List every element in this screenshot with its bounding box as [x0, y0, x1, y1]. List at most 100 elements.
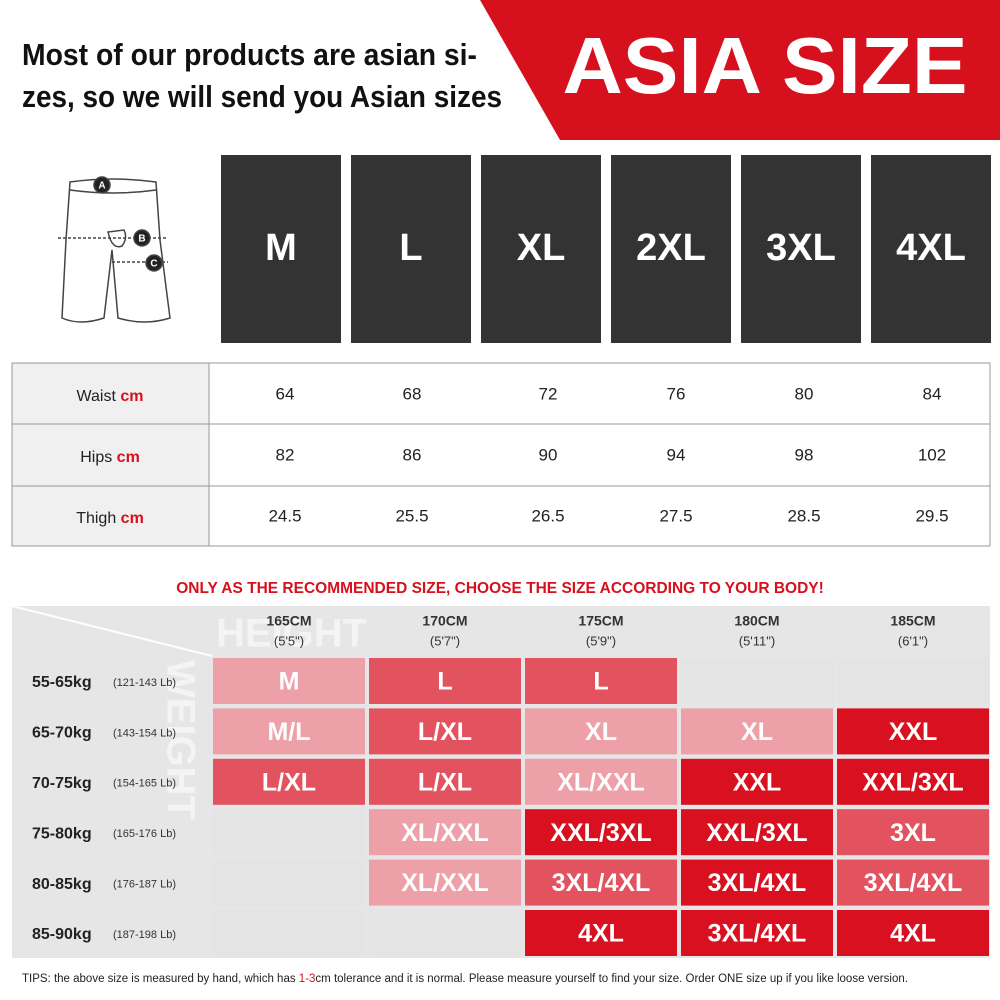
size-cell	[213, 658, 365, 704]
size-cell	[213, 708, 365, 755]
size-cell	[837, 658, 989, 704]
tips: TIPS: the above size is measured by hand…	[22, 973, 908, 985]
measure-label-col	[11, 362, 210, 547]
size-cell	[525, 910, 677, 956]
measure-value: 26.5	[531, 506, 564, 525]
corner-line	[11, 605, 213, 657]
measure-name: Hips	[80, 449, 112, 466]
size-cell-label: L	[593, 668, 608, 696]
measure-value: 29.5	[915, 506, 948, 525]
size-cell-label: XL	[741, 718, 773, 746]
size-cell	[525, 658, 677, 704]
measure-value: 102	[918, 445, 946, 464]
measure-unit: cm	[117, 449, 140, 466]
watermark: HEIGHT	[216, 612, 367, 656]
header-line: zes, so we will send you Asian sizes	[22, 79, 502, 114]
size-box	[611, 155, 731, 343]
size-cell-label: L/XL	[418, 768, 472, 796]
size-cell-label: 3XL/4XL	[864, 869, 963, 897]
badge-text: ASIA SIZE	[563, 21, 968, 110]
tips-highlight: 1-3	[299, 973, 316, 985]
size-cell	[681, 910, 833, 956]
size-box	[481, 155, 601, 343]
measure-name: Waist	[77, 388, 117, 405]
size-cell-label: L	[437, 668, 452, 696]
measure-value: 94	[667, 445, 686, 464]
measure-unit: cm	[120, 388, 143, 405]
badge-bg	[480, 0, 1000, 140]
measure-value: 84	[923, 384, 942, 403]
shorts-diagram	[58, 176, 171, 323]
height-cm: 170CM	[422, 613, 467, 629]
size-cell-label: 4XL	[890, 920, 936, 948]
size-cell	[213, 910, 365, 956]
measure-label: Waist cm	[77, 388, 144, 405]
weight-kg: 80-85kg	[32, 876, 92, 893]
weight-lb: (154-165 Lb)	[113, 778, 176, 790]
size-cell	[837, 910, 989, 956]
weight-lb: (187-198 Lb)	[113, 929, 176, 941]
size-label: 3XL	[766, 227, 836, 269]
measure-value: 68	[403, 384, 422, 403]
size-cell-label: L/XL	[262, 768, 316, 796]
size-label: 2XL	[636, 227, 706, 269]
height-ft: (5'5")	[274, 633, 304, 648]
size-cell-label: XL/XXL	[401, 869, 489, 897]
size-cell-label: 3XL/4XL	[708, 920, 807, 948]
weight-kg: 75-80kg	[32, 825, 92, 842]
size-cell-label: 3XL	[890, 819, 936, 847]
size-cell	[525, 809, 677, 856]
measure-value: 28.5	[787, 506, 820, 525]
measure-value: 98	[795, 445, 814, 464]
size-cell-label: XXL	[889, 718, 938, 746]
size-label: XL	[517, 227, 566, 269]
measure-value: 76	[667, 384, 686, 403]
measure-label: Hips cm	[80, 449, 140, 466]
size-cell	[837, 809, 989, 856]
weight-kg: 85-90kg	[32, 926, 92, 943]
weight-kg: 65-70kg	[32, 725, 92, 742]
size-cell-label: XXL/3XL	[862, 768, 963, 796]
size-cell-label: M	[279, 668, 300, 696]
height-ft: (5'9")	[586, 633, 616, 648]
size-cell-label: L/XL	[418, 718, 472, 746]
size-cell	[837, 758, 989, 805]
size-box	[351, 155, 471, 343]
size-cell	[525, 758, 677, 805]
size-cell-label: XXL/3XL	[706, 819, 807, 847]
size-cell	[681, 658, 833, 704]
tips-text: cm tolerance and it is normal. Please me…	[315, 973, 908, 985]
size-label: L	[399, 227, 422, 269]
size-label: 4XL	[896, 227, 966, 269]
height-cm: 165CM	[266, 613, 311, 629]
measure-label: Thigh cm	[76, 510, 144, 527]
height-cm: 175CM	[578, 613, 623, 629]
notice: ONLY AS THE RECOMMENDED SIZE, CHOOSE THE…	[176, 580, 824, 597]
size-cell	[525, 859, 677, 906]
measure-value: 90	[539, 445, 558, 464]
measure-unit: cm	[121, 510, 144, 527]
weight-lb: (165-176 Lb)	[113, 828, 176, 840]
size-cell	[369, 809, 521, 856]
size-cell	[369, 859, 521, 906]
size-cell	[369, 708, 521, 755]
measure-value: 80	[795, 384, 814, 403]
weight-lb: (176-187 Lb)	[113, 879, 176, 891]
height-cm: 185CM	[890, 613, 935, 629]
height-ft: (5'7")	[430, 633, 460, 648]
height-ft: (5'11")	[739, 633, 775, 648]
size-cell	[681, 859, 833, 906]
size-cell	[369, 910, 521, 956]
measure-value: 25.5	[395, 506, 428, 525]
diagram-label: A	[98, 181, 105, 192]
weight-lb: (143-154 Lb)	[113, 727, 176, 739]
size-cell	[837, 859, 989, 906]
height-cm: 180CM	[734, 613, 779, 629]
size-cell	[213, 859, 365, 906]
size-cell	[681, 758, 833, 805]
size-cell	[837, 708, 989, 755]
size-box	[871, 155, 991, 343]
size-cell	[369, 758, 521, 805]
size-cell-label: 3XL/4XL	[708, 869, 807, 897]
